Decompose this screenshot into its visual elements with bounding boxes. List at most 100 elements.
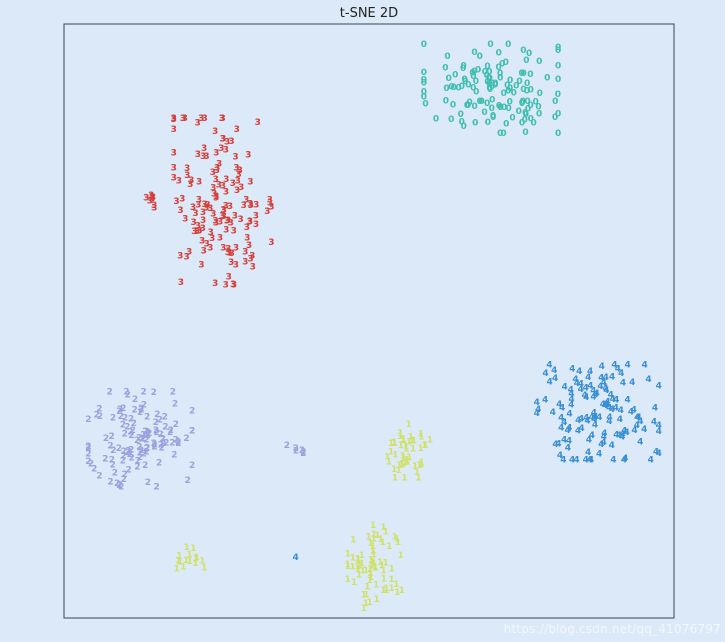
data-point-3: 3 (245, 151, 251, 161)
data-point-0: 0 (505, 104, 511, 114)
data-point-3: 3 (201, 246, 207, 256)
data-point-1: 1 (201, 564, 207, 574)
data-point-2: 2 (96, 472, 102, 482)
data-point-0: 0 (475, 66, 481, 76)
data-point-2: 2 (138, 446, 144, 456)
data-point-3: 3 (237, 215, 243, 225)
data-point-0: 0 (492, 80, 498, 90)
data-point-0: 0 (537, 89, 543, 99)
data-point-0: 0 (472, 118, 478, 128)
data-point-2: 2 (128, 415, 134, 425)
data-point-4: 4 (613, 403, 619, 413)
data-point-1: 1 (371, 530, 377, 540)
data-point-0: 0 (496, 101, 502, 111)
data-point-1: 1 (374, 531, 380, 541)
data-point-0: 0 (523, 110, 529, 120)
data-point-4: 4 (656, 421, 662, 431)
data-point-0: 0 (536, 110, 542, 120)
data-point-1: 1 (194, 553, 200, 563)
data-point-4: 4 (656, 381, 662, 391)
data-point-3: 3 (231, 280, 237, 290)
data-point-0: 0 (442, 63, 448, 73)
data-point-1: 1 (412, 462, 418, 472)
data-point-4: 4 (589, 431, 595, 441)
data-point-4: 4 (572, 375, 578, 385)
data-point-2: 2 (107, 442, 113, 452)
data-point-0: 0 (555, 129, 561, 139)
data-point-3: 3 (143, 194, 149, 204)
data-point-1: 1 (186, 557, 192, 567)
data-point-4: 4 (602, 401, 608, 411)
data-point-3: 3 (213, 192, 219, 202)
data-point-2: 2 (116, 444, 122, 454)
data-point-0: 0 (486, 79, 492, 89)
data-point-0: 0 (498, 103, 504, 113)
data-point-3: 3 (267, 196, 273, 206)
data-point-3: 3 (150, 193, 156, 203)
data-point-4: 4 (558, 414, 564, 424)
data-point-3: 3 (177, 252, 183, 262)
data-point-0: 0 (500, 129, 506, 139)
data-point-1: 1 (388, 447, 394, 457)
data-point-1: 1 (406, 438, 412, 448)
data-point-2: 2 (137, 449, 143, 459)
data-point-1: 1 (409, 436, 415, 446)
data-point-2: 2 (132, 395, 138, 405)
data-point-0: 0 (499, 59, 505, 69)
data-point-1: 1 (359, 559, 365, 569)
data-point-1: 1 (410, 445, 416, 455)
data-point-4: 4 (604, 398, 610, 408)
data-point-0: 0 (461, 122, 467, 132)
data-point-3: 3 (192, 209, 198, 219)
data-point-1: 1 (381, 575, 387, 585)
data-point-2: 2 (293, 444, 299, 454)
data-point-3: 3 (223, 280, 229, 290)
data-point-3: 3 (212, 279, 218, 289)
data-point-0: 0 (459, 117, 465, 127)
data-point-4: 4 (601, 432, 607, 442)
data-point-2: 2 (163, 438, 169, 448)
data-point-0: 0 (518, 69, 524, 79)
data-point-1: 1 (384, 453, 390, 463)
data-point-4: 4 (568, 386, 574, 396)
data-point-1: 1 (405, 420, 411, 430)
data-point-0: 0 (473, 88, 479, 98)
data-point-4: 4 (591, 415, 597, 425)
data-point-3: 3 (179, 195, 185, 205)
data-point-0: 0 (505, 40, 511, 50)
data-point-3: 3 (204, 240, 210, 250)
data-point-1: 1 (355, 554, 361, 564)
data-point-4: 4 (534, 409, 540, 419)
data-point-2: 2 (140, 387, 146, 397)
data-point-0: 0 (489, 95, 495, 105)
data-point-3: 3 (213, 193, 219, 203)
data-point-0: 0 (527, 70, 533, 80)
data-point-1: 1 (372, 562, 378, 572)
data-point-0: 0 (484, 71, 490, 81)
data-point-3: 3 (233, 164, 239, 174)
data-point-4: 4 (619, 432, 625, 442)
data-point-0: 0 (519, 119, 525, 129)
data-point-2: 2 (184, 476, 190, 486)
data-point-1: 1 (345, 575, 351, 585)
data-point-2: 2 (128, 431, 134, 441)
data-point-1: 1 (368, 573, 374, 583)
data-point-3: 3 (186, 248, 192, 258)
data-point-2: 2 (136, 443, 142, 453)
data-point-0: 0 (522, 108, 528, 118)
data-point-0: 0 (530, 119, 536, 129)
data-point-3: 3 (232, 211, 238, 221)
data-point-4: 4 (631, 406, 637, 416)
data-point-0: 0 (443, 84, 449, 94)
data-point-2: 2 (108, 432, 114, 442)
data-point-2: 2 (153, 426, 159, 436)
data-point-2: 2 (159, 444, 165, 454)
data-point-4: 4 (575, 416, 581, 426)
data-point-0: 0 (486, 83, 492, 93)
data-point-1: 1 (355, 565, 361, 575)
data-point-1: 1 (349, 563, 355, 573)
data-point-3: 3 (182, 114, 188, 124)
data-point-3: 3 (177, 206, 183, 216)
data-point-1: 1 (421, 441, 427, 451)
data-point-0: 0 (520, 85, 526, 95)
